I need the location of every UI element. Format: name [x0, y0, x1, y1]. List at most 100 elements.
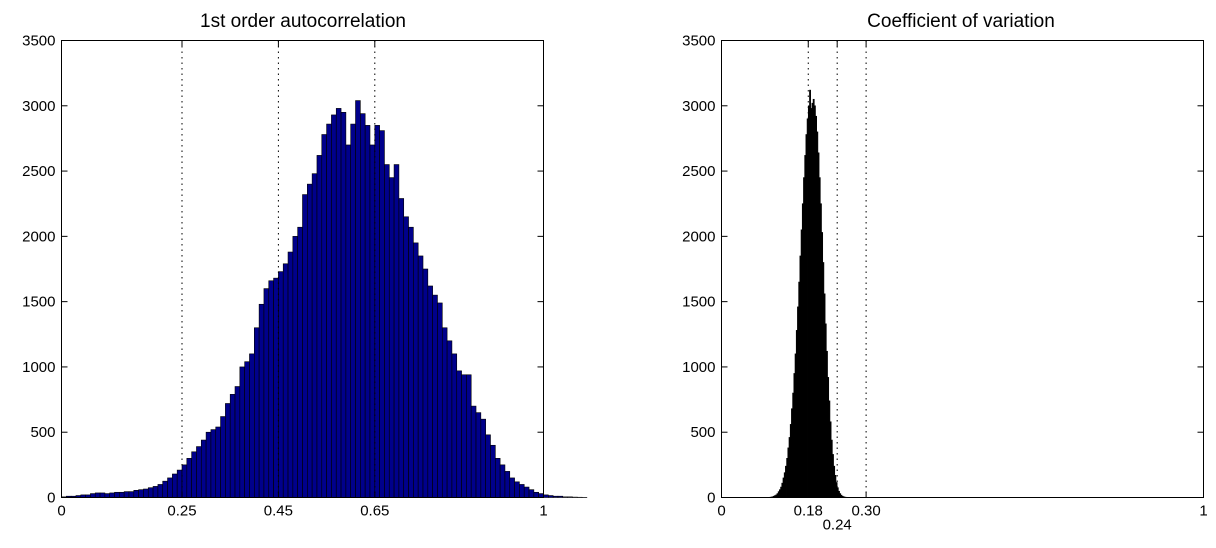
x-tick-label: 0.45: [264, 503, 293, 520]
y-tick-label: 3000: [22, 98, 55, 115]
histogram-bar: [369, 144, 376, 498]
histogram-bar: [292, 236, 298, 498]
histogram-bar: [239, 366, 245, 498]
histogram-bar: [355, 100, 361, 498]
histogram-bar: [90, 493, 96, 498]
histogram-bar: [331, 114, 337, 498]
chart-title: 1st order autocorrelation: [200, 11, 406, 32]
histogram-bar: [225, 403, 231, 498]
histogram-bar: [533, 491, 539, 498]
histogram-bar: [360, 113, 366, 498]
histogram-bar: [196, 446, 202, 498]
histogram-bar: [186, 458, 192, 498]
y-tick-label: 2500: [682, 163, 715, 180]
y-tick-label: 0: [47, 490, 55, 507]
x-tick-label: 0.18: [794, 503, 823, 520]
histogram-bar: [138, 489, 144, 498]
histogram-bar: [543, 494, 549, 498]
y-tick-label: 1500: [22, 294, 55, 311]
histogram-bar: [128, 491, 135, 498]
histogram-bar: [514, 481, 520, 498]
y-tick-label: 1000: [682, 359, 715, 376]
histogram-bars: [769, 89, 849, 498]
chart-coefficient-of-variation: Coefficient of variation 0 500 1000 1500 200…: [682, 11, 1208, 534]
histogram-bar: [504, 471, 511, 498]
plot-frame: [61, 40, 544, 498]
histogram-bar: [345, 144, 352, 498]
axis-ticks: 0 500 1000 1500 2000 2500 3000 3500 0 0.25 0.45 0.6…: [22, 33, 548, 520]
histogram-bar: [403, 216, 409, 498]
histogram-bar: [258, 303, 265, 498]
histogram-bar: [234, 386, 241, 498]
histogram-bar: [278, 271, 284, 498]
histogram-bar: [340, 112, 347, 498]
histogram-bar: [220, 416, 226, 498]
histogram-bar: [374, 125, 380, 498]
chart-title: Coefficient of variation: [867, 11, 1055, 32]
y-tick-label: 3000: [682, 98, 715, 115]
histogram-bar: [548, 495, 554, 498]
y-tick-label: 3500: [682, 33, 715, 50]
histogram-bar: [350, 123, 356, 498]
histogram-bar: [254, 327, 260, 498]
histogram-bar: [422, 268, 429, 498]
x-tick-label: 0.24: [823, 517, 852, 534]
histogram-bar: [123, 491, 130, 498]
histogram-bar: [191, 451, 197, 498]
histogram-bar: [143, 488, 149, 498]
y-tick-label: 500: [690, 424, 715, 441]
histogram-bar: [557, 495, 564, 498]
histogram-bar: [413, 242, 419, 498]
histogram-bar: [181, 464, 188, 498]
y-tick-label: 500: [30, 424, 55, 441]
histogram-bar: [311, 173, 318, 498]
histogram-bar: [393, 164, 400, 498]
histogram-bar: [470, 405, 477, 498]
histogram-bar: [99, 492, 106, 498]
histogram-bar: [205, 431, 212, 498]
y-tick-label: 2000: [682, 228, 715, 245]
histogram-bar: [172, 473, 178, 498]
histogram-bar: [249, 353, 255, 498]
histogram-bar: [446, 340, 453, 498]
histogram-bar: [519, 484, 525, 498]
y-tick-label: 0: [707, 490, 715, 507]
y-tick-label: 1500: [682, 294, 715, 311]
histogram-bar: [119, 491, 125, 498]
histogram-bar: [307, 183, 313, 498]
y-tick-label: 2500: [22, 163, 55, 180]
histogram-bar: [157, 484, 164, 498]
histogram-bar: [384, 164, 390, 498]
histogram-bar: [287, 251, 294, 498]
x-tick-label: 0.65: [360, 503, 389, 520]
histogram-bar: [388, 177, 395, 498]
histogram-bar: [480, 418, 486, 498]
histogram-bar: [316, 155, 323, 498]
histogram-bar: [133, 490, 139, 498]
histogram-bar: [466, 374, 472, 498]
histogram-bar: [147, 487, 154, 498]
histogram-bar: [104, 493, 110, 498]
histogram-bar: [456, 370, 462, 498]
x-tick-label: 0.30: [851, 503, 880, 520]
histogram-bar: [114, 491, 120, 498]
histogram-bar: [244, 361, 250, 498]
histogram-bar: [451, 353, 458, 498]
histogram-bar: [302, 194, 308, 498]
histogram-bar: [210, 429, 217, 498]
histogram-bar: [379, 130, 385, 498]
histogram-bar: [326, 123, 332, 498]
reference-lines: [181, 40, 376, 498]
axis-ticks: 0 500 1000 1500 2000 2500 3000 3500 0 0.180.240.3…: [682, 33, 1208, 534]
histogram-bar: [109, 492, 115, 498]
histogram-bar: [490, 444, 496, 498]
histogram-bar: [417, 255, 424, 498]
histogram-bar: [552, 495, 559, 498]
x-tick-label: 0.25: [167, 503, 196, 520]
histogram-bar: [263, 288, 270, 498]
x-tick-label: 0: [717, 503, 725, 520]
histogram-bar: [200, 439, 207, 498]
y-tick-label: 2000: [22, 228, 55, 245]
histogram-bar: [485, 434, 491, 498]
